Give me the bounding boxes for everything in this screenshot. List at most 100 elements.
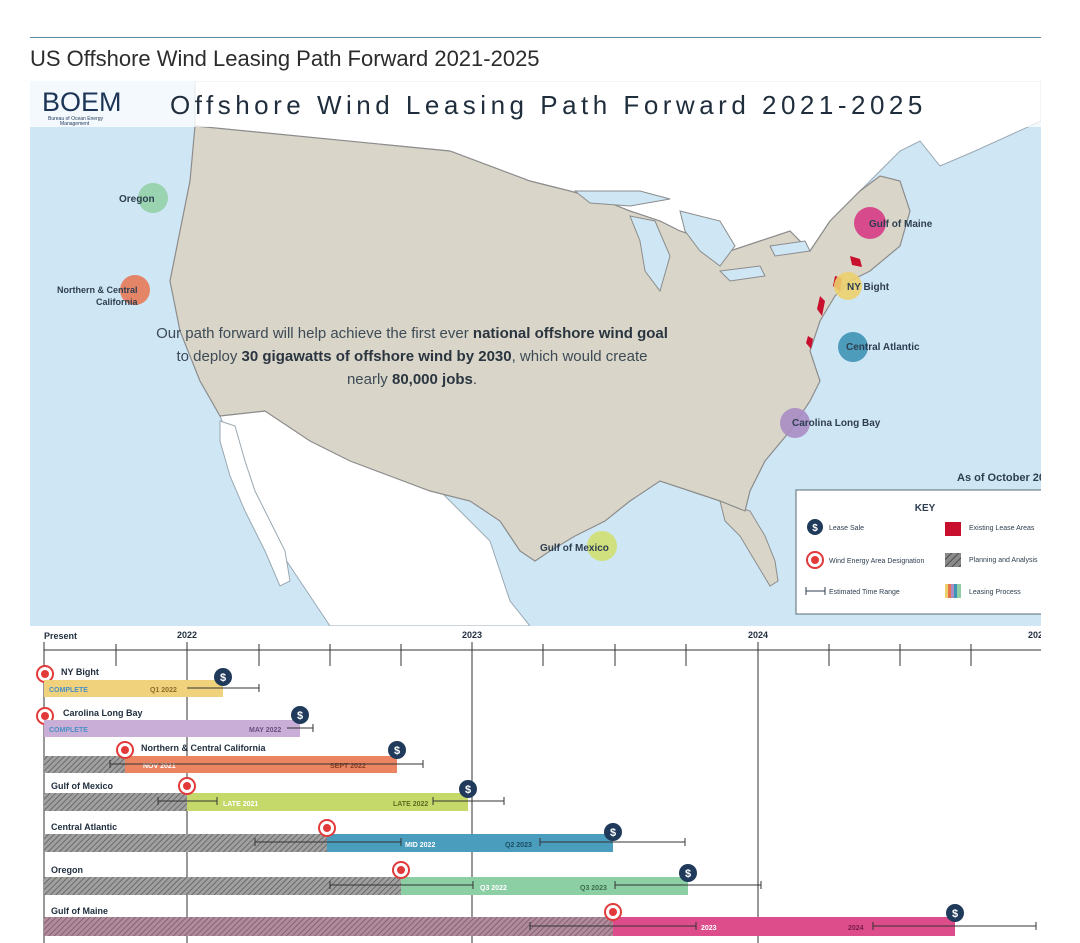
oregon-label: Oregon: [119, 194, 155, 205]
time-range-sale: [872, 922, 1037, 930]
time-range-wea: [529, 922, 697, 930]
wea-label: NOV 2021: [143, 763, 176, 770]
wea-dot: [323, 824, 331, 832]
carolina-marker: [780, 408, 810, 438]
lease-sale-icon: [807, 519, 823, 535]
time-range-wea: [254, 838, 402, 846]
status-label: COMPLETE: [49, 687, 88, 694]
gulf-of-mexico-marker: [587, 531, 617, 561]
leasing-bar: [187, 793, 468, 811]
sale-label: Q2 2023: [505, 842, 532, 849]
wea-label: LATE 2021: [223, 801, 258, 808]
row-title: NY Bight: [61, 667, 99, 677]
key-planning: Planning and Analysis: [969, 557, 1038, 564]
boem-subtitle-2: Management: [60, 121, 90, 127]
time-range: [287, 724, 314, 732]
planning-bar: [44, 917, 613, 936]
leasing-process-swatch: [945, 584, 961, 598]
planning-swatch: [945, 553, 961, 567]
baja-land: [219, 420, 291, 587]
wea-dot: [609, 908, 617, 916]
wea-dot: [183, 782, 191, 790]
sale-label: LATE 2022: [393, 801, 428, 808]
message-line-3: nearly 80,000 jobs.: [347, 371, 477, 388]
timeline-svg: Present 2022 2023 2024 2025 NY Bight COM…: [36, 630, 1041, 943]
lease-sale-icon: [679, 864, 697, 882]
key-lease-sale: Lease Sale: [829, 525, 864, 532]
key-leasing-process: Leasing Process: [969, 589, 1021, 596]
lease-sale-icon: [604, 823, 622, 841]
planning-bar: [44, 877, 401, 895]
row-gulf-of-maine: Gulf of Maine 2023 2024 $: [44, 903, 1037, 936]
norcal-marker: [120, 275, 150, 305]
row-title: Oregon: [51, 865, 83, 875]
message-line-2: to deploy 30 gigawatts of offshore wind …: [176, 348, 647, 365]
row-central-atlantic: Central Atlantic MID 2022 Q2 2023 $: [44, 819, 686, 852]
lease-sale-icon: [946, 904, 964, 922]
gulf-of-maine-label: Gulf of Maine: [869, 219, 933, 230]
dollar-glyph: $: [685, 868, 691, 880]
central-atlantic-marker: [838, 332, 868, 362]
time-range-sale: [432, 797, 505, 805]
leasing-bar: [44, 680, 223, 697]
sale-label: SEPT 2022: [330, 763, 366, 770]
planning-bar: [44, 793, 187, 811]
sale-label: Q3 2023: [580, 885, 607, 892]
wea-dot: [121, 746, 129, 754]
row-oregon: Oregon Q3 2022 Q3 2023 $: [44, 861, 762, 895]
gulf-of-mexico-label: Gulf of Mexico: [540, 543, 609, 554]
row-title: Carolina Long Bay: [63, 708, 143, 718]
row-carolina-long-bay: Carolina Long Bay COMPLETE MAY 2022 $: [36, 706, 314, 737]
dollar-glyph: $: [610, 827, 616, 839]
message-line-1: Our path forward will help achieve the f…: [156, 325, 668, 342]
key-time-range: Estimated Time Range: [829, 589, 900, 596]
lease-sale-icon: [388, 741, 406, 759]
leasing-bar: [44, 720, 300, 737]
gulf-of-maine-marker: [854, 207, 886, 239]
time-range-wea: [157, 797, 218, 805]
wea-label: Q3 2022: [480, 885, 507, 892]
planning-bar: [44, 834, 327, 852]
boem-subtitle-1: Bureau of Ocean Energy: [48, 116, 104, 122]
time-range-sale: [614, 881, 762, 889]
dollar-glyph: $: [812, 523, 818, 534]
leasing-bar: [401, 877, 688, 895]
ny-bight-marker: [834, 272, 862, 300]
year-label-2025: 2025: [1028, 630, 1041, 640]
map-figure: BOEM Bureau of Ocean Energy Management O…: [30, 81, 1041, 626]
existing-lease-swatch: [945, 522, 961, 536]
row-title: Gulf of Maine: [51, 906, 108, 916]
banner-bg: [30, 81, 1041, 127]
wea-dot: [41, 670, 49, 678]
lease-sale-icon: [291, 706, 309, 724]
year-label-2023: 2023: [462, 630, 482, 640]
key-existing-lease: Existing Lease Areas: [969, 525, 1035, 532]
page-title: US Offshore Wind Leasing Path Forward 20…: [30, 46, 540, 71]
sale-label: Q1 2022: [150, 687, 177, 694]
central-atlantic-label: Central Atlantic: [846, 342, 920, 353]
row-ny-bight: NY Bight COMPLETE Q1 2022 $: [36, 665, 260, 697]
leasing-bar: [613, 917, 955, 936]
dollar-glyph: $: [297, 710, 303, 722]
row-gulf-of-mexico: Gulf of Mexico LATE 2021 LATE 2022 $: [44, 777, 505, 811]
wea-label: 2023: [701, 925, 717, 932]
row-title: Northern & Central California: [141, 743, 267, 753]
existing-lease-areas: [806, 256, 862, 349]
time-range: [109, 760, 424, 768]
timeline-figure: Present 2022 2023 2024 2025 NY Bight COM…: [30, 626, 1041, 943]
wea-dot: [41, 712, 49, 720]
row-norcal: Northern & Central California NOV 2021 S…: [44, 741, 424, 773]
wea-label: MID 2022: [405, 842, 435, 849]
sale-label: 2024: [848, 925, 864, 932]
row-title: Central Atlantic: [51, 822, 117, 832]
lease-sale-icon: [214, 668, 232, 686]
key-title: KEY: [915, 503, 936, 514]
time-range: [187, 684, 260, 692]
map-key: KEY $ Lease Sale Existing Lease Areas Wi…: [795, 489, 1041, 615]
oregon-marker: [138, 183, 168, 213]
norcal-label-2: California: [96, 297, 139, 307]
time-range-icon: [805, 587, 826, 595]
florida-land: [719, 500, 779, 587]
norcal-label-1: Northern & Central: [57, 285, 138, 295]
header-rule: [30, 37, 1041, 38]
